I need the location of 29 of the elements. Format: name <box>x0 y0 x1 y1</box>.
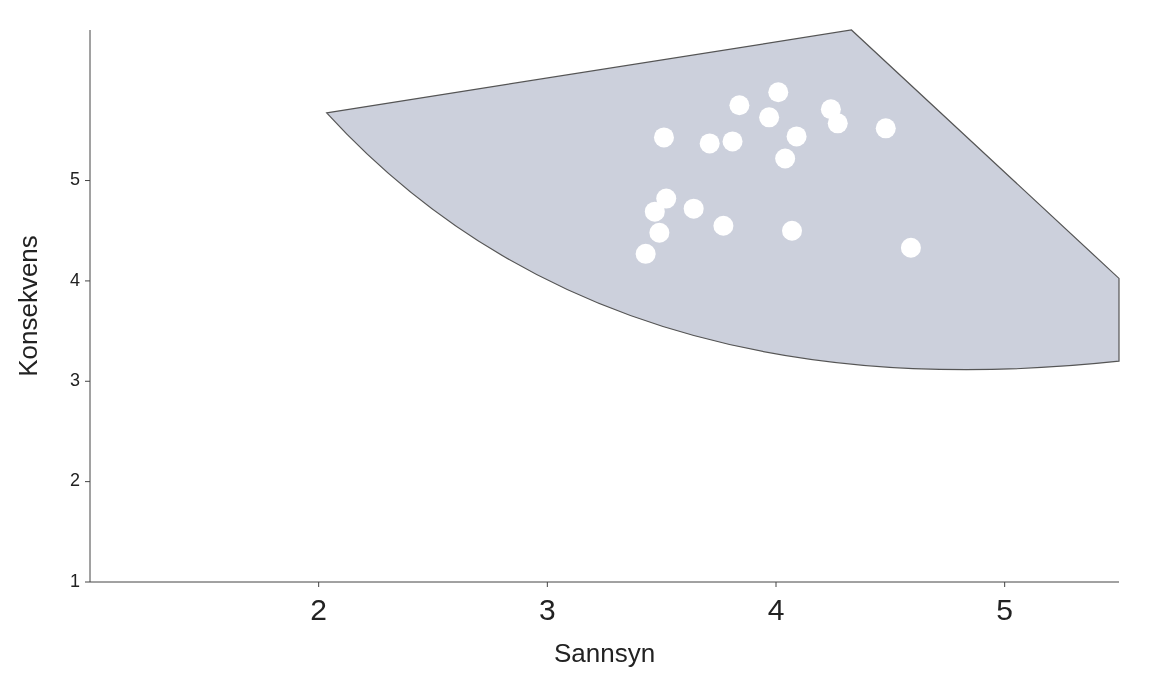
x-axis-title: Sannsyn <box>553 638 656 668</box>
point <box>827 113 848 134</box>
point <box>644 201 665 222</box>
point <box>768 82 789 103</box>
y-tick-label: 4 <box>69 269 80 290</box>
x-tick-label: 5 <box>996 592 1014 626</box>
x-tick-label: 2 <box>310 592 328 626</box>
point <box>653 127 674 148</box>
y-tick-label: 3 <box>69 370 80 391</box>
point <box>782 220 803 241</box>
point <box>900 237 921 258</box>
point <box>683 198 704 219</box>
point <box>722 131 743 152</box>
x-tick-label: 4 <box>767 592 785 626</box>
point <box>649 222 670 243</box>
point <box>875 118 896 139</box>
point <box>635 243 656 264</box>
point <box>713 215 734 236</box>
y-axis-title: Konsekvens <box>12 235 43 377</box>
y-tick-label: 1 <box>69 570 80 591</box>
point <box>656 188 677 209</box>
y-tick-label: 2 <box>69 470 80 491</box>
point <box>759 107 780 128</box>
x-tick-label: 3 <box>538 592 556 626</box>
point <box>775 148 796 169</box>
point <box>729 95 750 116</box>
point <box>699 133 720 154</box>
y-tick-label: 5 <box>69 169 80 190</box>
point <box>786 126 807 147</box>
